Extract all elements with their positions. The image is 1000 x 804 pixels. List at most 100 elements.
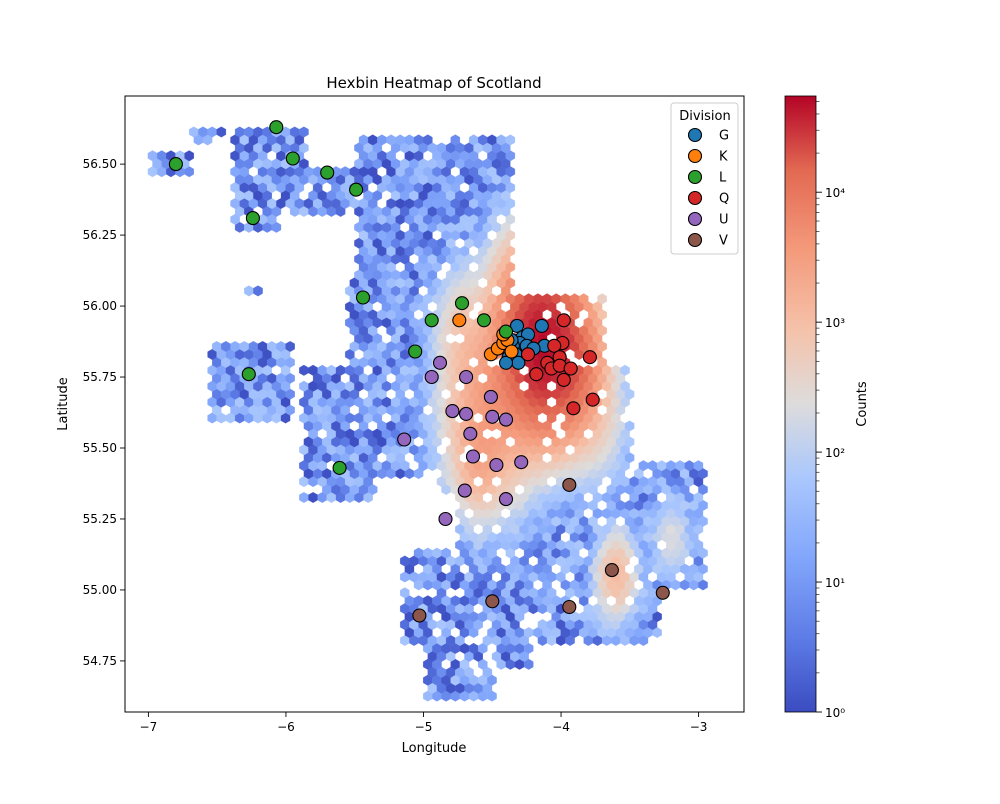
hex-cell <box>285 341 295 352</box>
point-l <box>424 313 439 328</box>
point-u <box>483 389 498 404</box>
point-u <box>463 426 478 441</box>
point-q <box>585 392 600 407</box>
point-l <box>498 324 514 339</box>
hex-cell <box>693 460 704 472</box>
legend-marker <box>687 169 703 185</box>
point-u <box>459 406 474 421</box>
hex-cell <box>299 492 309 503</box>
hexbin-cells <box>147 126 708 702</box>
point-k <box>504 344 519 359</box>
point-u <box>514 455 529 470</box>
point-l <box>349 182 364 197</box>
point-v <box>655 585 670 600</box>
colorbar-tick-label: 10⁴ <box>825 186 845 200</box>
x-axis-label: Longitude <box>402 741 467 756</box>
point-k <box>452 313 467 328</box>
legend-marker <box>687 127 703 143</box>
point-u <box>498 412 514 427</box>
point-l <box>476 313 492 328</box>
point-q <box>520 347 536 362</box>
x-tick-label: −6 <box>277 720 295 734</box>
legend-marker <box>687 211 703 227</box>
hex-cell <box>620 364 630 376</box>
hex-cell <box>579 293 589 305</box>
point-u <box>465 449 481 464</box>
x-tick-label: −5 <box>415 720 433 734</box>
legend-label: L <box>719 171 727 186</box>
division-points <box>168 120 670 623</box>
plot-frame <box>124 95 745 713</box>
point-q <box>556 313 571 328</box>
y-tick-label: 55.00 <box>83 583 117 597</box>
colorbar-tick-label: 10¹ <box>825 576 845 590</box>
point-l <box>408 344 423 359</box>
y-tick-label: 56.50 <box>83 157 117 171</box>
point-q <box>547 338 562 353</box>
point-v <box>562 599 577 615</box>
legend-label: U <box>719 213 729 228</box>
point-l <box>285 151 300 166</box>
x-tick-label: −4 <box>552 720 570 734</box>
y-tick-label: 55.50 <box>83 441 117 455</box>
point-u <box>397 432 412 447</box>
point-q <box>563 361 578 376</box>
colorbar-gradient <box>784 95 817 713</box>
point-l <box>454 296 470 311</box>
legend-marker <box>687 190 703 206</box>
y-tick-label: 54.75 <box>83 654 117 668</box>
legend-marker <box>687 148 703 164</box>
hex-cell <box>253 285 263 297</box>
point-v <box>562 477 577 492</box>
point-u <box>498 492 514 507</box>
chart-title: Hexbin Heatmap of Scotland <box>326 74 541 92</box>
x-tick-label: −7 <box>140 720 158 734</box>
colorbar: 10⁰ 10¹ 10² 10³ 10⁴ Counts <box>784 95 870 720</box>
point-l <box>269 120 284 135</box>
point-q <box>529 367 544 382</box>
point-g <box>534 318 549 333</box>
legend-label: Q <box>719 192 729 207</box>
hex-cell <box>441 547 451 559</box>
point-u <box>457 483 472 498</box>
colorbar-label: Counts <box>855 381 870 427</box>
colorbar-tick-label: 10² <box>825 446 845 460</box>
hex-cell <box>216 126 227 138</box>
point-q <box>566 401 581 416</box>
point-u <box>445 404 460 419</box>
point-g <box>498 355 514 370</box>
hex-cell <box>299 126 309 138</box>
legend-label: K <box>719 150 728 165</box>
point-l <box>168 157 183 172</box>
hex-cell <box>308 492 318 503</box>
point-l <box>320 165 335 180</box>
point-q <box>556 372 571 387</box>
hex-cell <box>299 364 309 376</box>
point-v <box>412 608 427 623</box>
legend-marker <box>687 232 703 248</box>
point-u <box>459 369 474 385</box>
hex-cell <box>423 134 433 146</box>
hex-cell <box>450 134 461 146</box>
point-u <box>489 457 504 473</box>
point-l <box>245 211 260 226</box>
y-axis-ticks: 54.75 55.00 55.25 55.50 55.75 56.00 56.25 56.50 <box>83 157 125 668</box>
point-u <box>432 355 448 370</box>
hex-cell <box>624 420 635 432</box>
point-l <box>355 290 371 305</box>
point-g <box>509 318 525 333</box>
hex-cell <box>244 285 254 297</box>
colorbar-tick-label: 10⁰ <box>825 706 845 720</box>
y-tick-label: 55.25 <box>83 512 117 526</box>
hex-cell <box>184 150 194 162</box>
legend-title: Division <box>679 109 731 124</box>
hex-cell <box>505 134 516 146</box>
x-tick-label: −3 <box>690 720 708 734</box>
point-v <box>604 563 619 578</box>
point-l <box>332 460 347 475</box>
y-tick-label: 56.00 <box>83 299 117 313</box>
x-axis-ticks: −7 −6 −5 −4 −3 <box>140 712 708 734</box>
